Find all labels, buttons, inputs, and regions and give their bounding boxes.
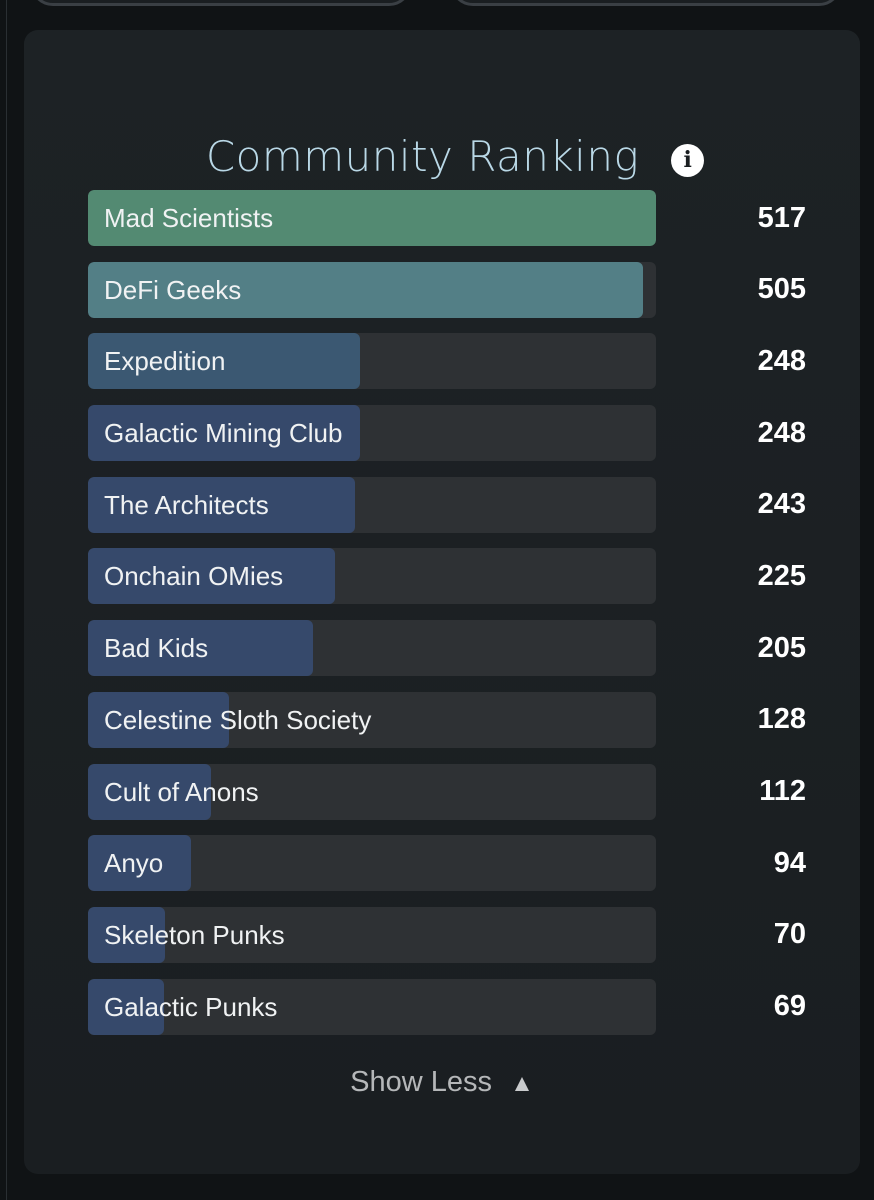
- ranking-bar-value: 70: [773, 918, 806, 951]
- window-edge: [6, 0, 7, 1200]
- ranking-bar-label: Expedition: [104, 346, 226, 377]
- ranking-bar-fill: [88, 691, 229, 748]
- ranking-bar-fill: [88, 978, 164, 1035]
- card-header: Community Ranking i: [24, 126, 860, 186]
- ranking-bar-label: Bad Kids: [104, 633, 209, 664]
- ranking-bar-track[interactable]: Celestine Sloth Society: [88, 691, 656, 748]
- ranking-bar-label: Mad Scientists: [104, 203, 274, 233]
- ranking-bar-value: 94: [773, 846, 806, 879]
- ranking-bar-value: 517: [757, 201, 806, 234]
- ranking-row[interactable]: Mad Scientists 517: [88, 190, 808, 246]
- ranking-bar-track[interactable]: DeFi Geeks: [88, 261, 656, 318]
- ranking-row[interactable]: Bad Kids 205: [88, 620, 808, 677]
- ranking-bar-label: Skeleton Punks: [104, 919, 285, 950]
- ranking-bar-track[interactable]: The Architects: [88, 476, 656, 533]
- ranking-bar-fill: [88, 906, 165, 963]
- ranking-bar-fill: [88, 620, 313, 677]
- ranking-bar-track[interactable]: Cult of Anons: [88, 763, 656, 820]
- info-icon[interactable]: i: [671, 143, 705, 177]
- ranking-bar-track[interactable]: Galactic Mining Club: [88, 405, 656, 462]
- show-less-button[interactable]: Show Less ▲: [24, 1066, 860, 1099]
- ranking-bar-track[interactable]: Anyo: [88, 835, 656, 892]
- ranking-bar-fill: [88, 476, 355, 533]
- ranking-bar-label: Galactic Punks: [104, 991, 278, 1022]
- community-ranking-card: Community Ranking i Mad Scientists 517 DeF…: [24, 30, 860, 1174]
- ranking-row[interactable]: Cult of Anons 112: [88, 763, 808, 820]
- chevron-up-icon: ▲: [510, 1070, 534, 1097]
- ranking-bar-track[interactable]: Bad Kids: [88, 620, 656, 677]
- ranking-row[interactable]: DeFi Geeks 505: [88, 261, 808, 318]
- ranking-row[interactable]: Expedition 248: [88, 333, 808, 390]
- ranking-bar-fill: [88, 835, 191, 892]
- ranking-bar-label: Onchain OMies: [104, 561, 284, 592]
- ranking-bar-value: 112: [759, 775, 806, 807]
- ranking-bar-fill: [88, 333, 360, 390]
- ranking-row[interactable]: Anyo 94: [88, 835, 808, 892]
- ranking-bar-value: 248: [757, 344, 806, 377]
- show-less-label: Show Less: [350, 1066, 493, 1098]
- ranking-bar-value: 205: [757, 631, 806, 664]
- ranking-bar-label: The Architects: [104, 489, 269, 520]
- ranking-bar-value: 128: [757, 703, 806, 736]
- ranking-bar-value: 69: [773, 990, 806, 1023]
- ranking-row[interactable]: Celestine Sloth Society 128: [88, 691, 808, 748]
- ranking-bar-value: 225: [757, 559, 806, 592]
- top-left-pill-button[interactable]: [30, 0, 412, 6]
- ranking-bar-fill: [88, 405, 360, 462]
- ranking-bar-fill: [88, 763, 211, 820]
- top-right-pill-button[interactable]: [450, 0, 842, 6]
- ranking-bar-fill: [88, 548, 335, 605]
- ranking-bar-fill: [88, 261, 643, 318]
- ranking-bar-value: 248: [757, 416, 806, 449]
- ranking-row[interactable]: Galactic Mining Club 248: [88, 405, 808, 462]
- ranking-row[interactable]: Onchain OMies 225: [88, 548, 808, 605]
- ranking-bar-label: Anyo: [104, 848, 164, 879]
- ranking-bar-track[interactable]: Onchain OMies: [88, 548, 656, 605]
- ranking-list: Mad Scientists 517 DeFi Geeks 505 Expedition…: [88, 190, 808, 1050]
- ranking-bar-track[interactable]: Galactic Punks: [88, 978, 656, 1035]
- ranking-row[interactable]: Skeleton Punks 70: [88, 906, 808, 963]
- ranking-bar-fill: [88, 190, 656, 246]
- ranking-bar-label: Cult of Anons: [104, 776, 259, 807]
- ranking-row[interactable]: Galactic Punks 69: [88, 978, 808, 1035]
- ranking-bar-track[interactable]: Expedition: [88, 333, 656, 390]
- ranking-bar-value: 243: [757, 488, 806, 521]
- ranking-bar-label: Galactic Mining Club: [104, 418, 343, 449]
- ranking-bar-track[interactable]: Mad Scientists: [88, 190, 656, 246]
- ranking-row[interactable]: The Architects 243: [88, 476, 808, 533]
- ranking-bar-label: DeFi Geeks: [104, 274, 242, 305]
- card-title: Community Ranking: [205, 131, 640, 181]
- ranking-bar-value: 505: [757, 273, 806, 306]
- ranking-bar-track[interactable]: Skeleton Punks: [88, 906, 656, 963]
- ranking-bar-label: Celestine Sloth Society: [104, 704, 372, 735]
